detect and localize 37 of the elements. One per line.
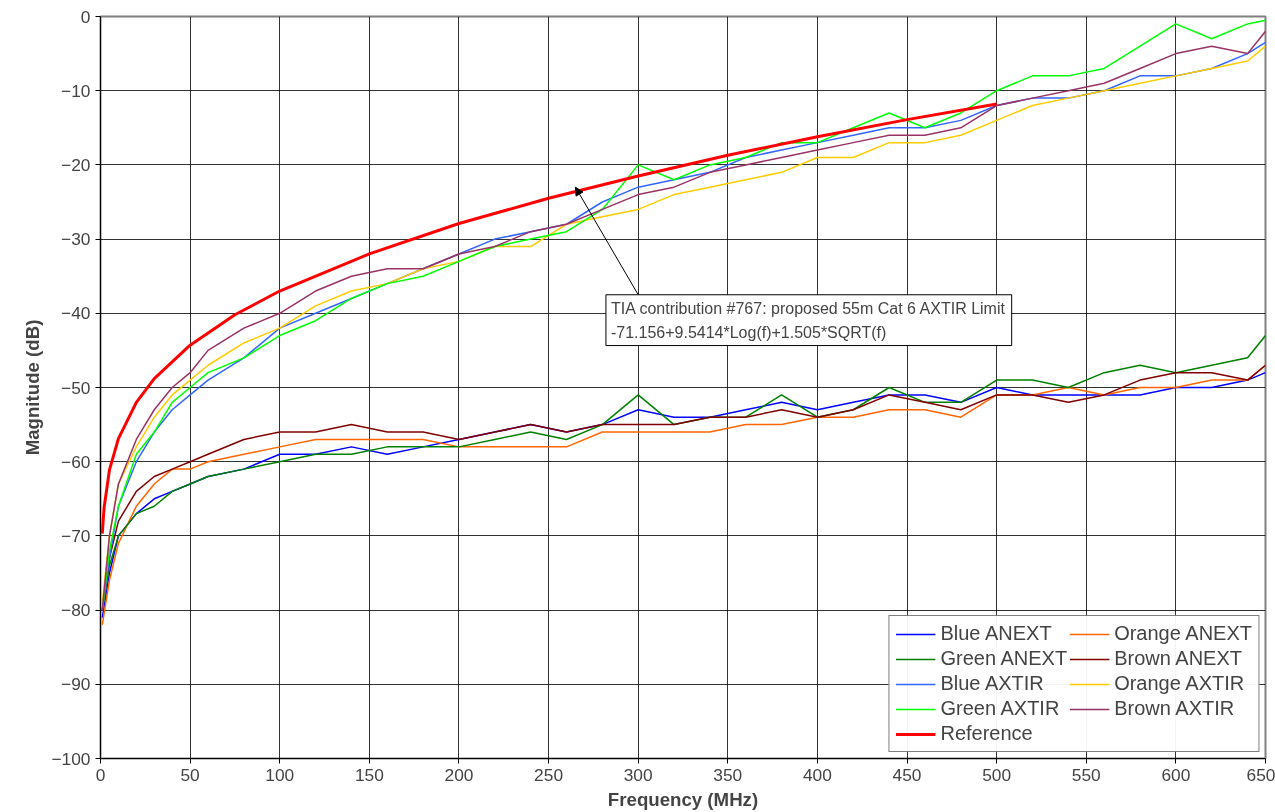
- x-tick-label: 50: [180, 764, 200, 785]
- y-tick-label: −40: [61, 303, 91, 324]
- annotation: TIA contribution #767: proposed 55m Cat 6 AXTIR Limit -71.156+9.5414*Log(f)+1.505*SQRT(f): [610, 299, 1006, 341]
- legend-label: Green ANEXT: [940, 647, 1068, 670]
- y-tick-label: −30: [61, 229, 91, 250]
- y-tick-label: −20: [61, 154, 91, 175]
- y-tick-label: −70: [61, 525, 91, 546]
- legend-label: Reference: [940, 722, 1033, 745]
- legend-label: Blue AXTIR: [940, 672, 1044, 695]
- y-tick-label: 0: [80, 6, 91, 27]
- legend-label: Blue ANEXT: [940, 622, 1052, 645]
- x-tick-label: 300: [623, 764, 653, 785]
- x-tick-label: 350: [713, 764, 743, 785]
- legend-label: Orange ANEXT: [1114, 622, 1252, 645]
- x-tick-label: 600: [1161, 764, 1191, 785]
- x-tick-label: 0: [95, 764, 106, 785]
- x-tick-label: 650: [1246, 764, 1275, 785]
- y-tick-label: −60: [61, 451, 91, 472]
- y-axis-title: Magnitude (dB): [22, 319, 44, 456]
- x-tick-label: 550: [1071, 764, 1101, 785]
- y-tick-label: −80: [61, 600, 91, 621]
- y-tick-label: −10: [61, 80, 91, 101]
- x-tick-label: 500: [982, 764, 1012, 785]
- y-tick-label: −90: [61, 674, 91, 695]
- y-tick-label: −50: [61, 377, 91, 398]
- x-tick-label: 150: [354, 764, 384, 785]
- x-tick-label: 100: [265, 764, 295, 785]
- legend-label: Brown ANEXT: [1114, 647, 1242, 670]
- legend-label: Brown AXTIR: [1114, 697, 1235, 720]
- x-tick-label: 200: [444, 764, 474, 785]
- y-tick-label: −100: [51, 748, 91, 769]
- x-tick-label: 400: [802, 764, 832, 785]
- x-axis-title: Frequency (MHz): [607, 788, 759, 810]
- legend-label: Green AXTIR: [940, 697, 1060, 720]
- x-tick-label: 450: [892, 764, 922, 785]
- x-tick-label: 250: [534, 764, 564, 785]
- legend-label: Orange AXTIR: [1114, 672, 1245, 695]
